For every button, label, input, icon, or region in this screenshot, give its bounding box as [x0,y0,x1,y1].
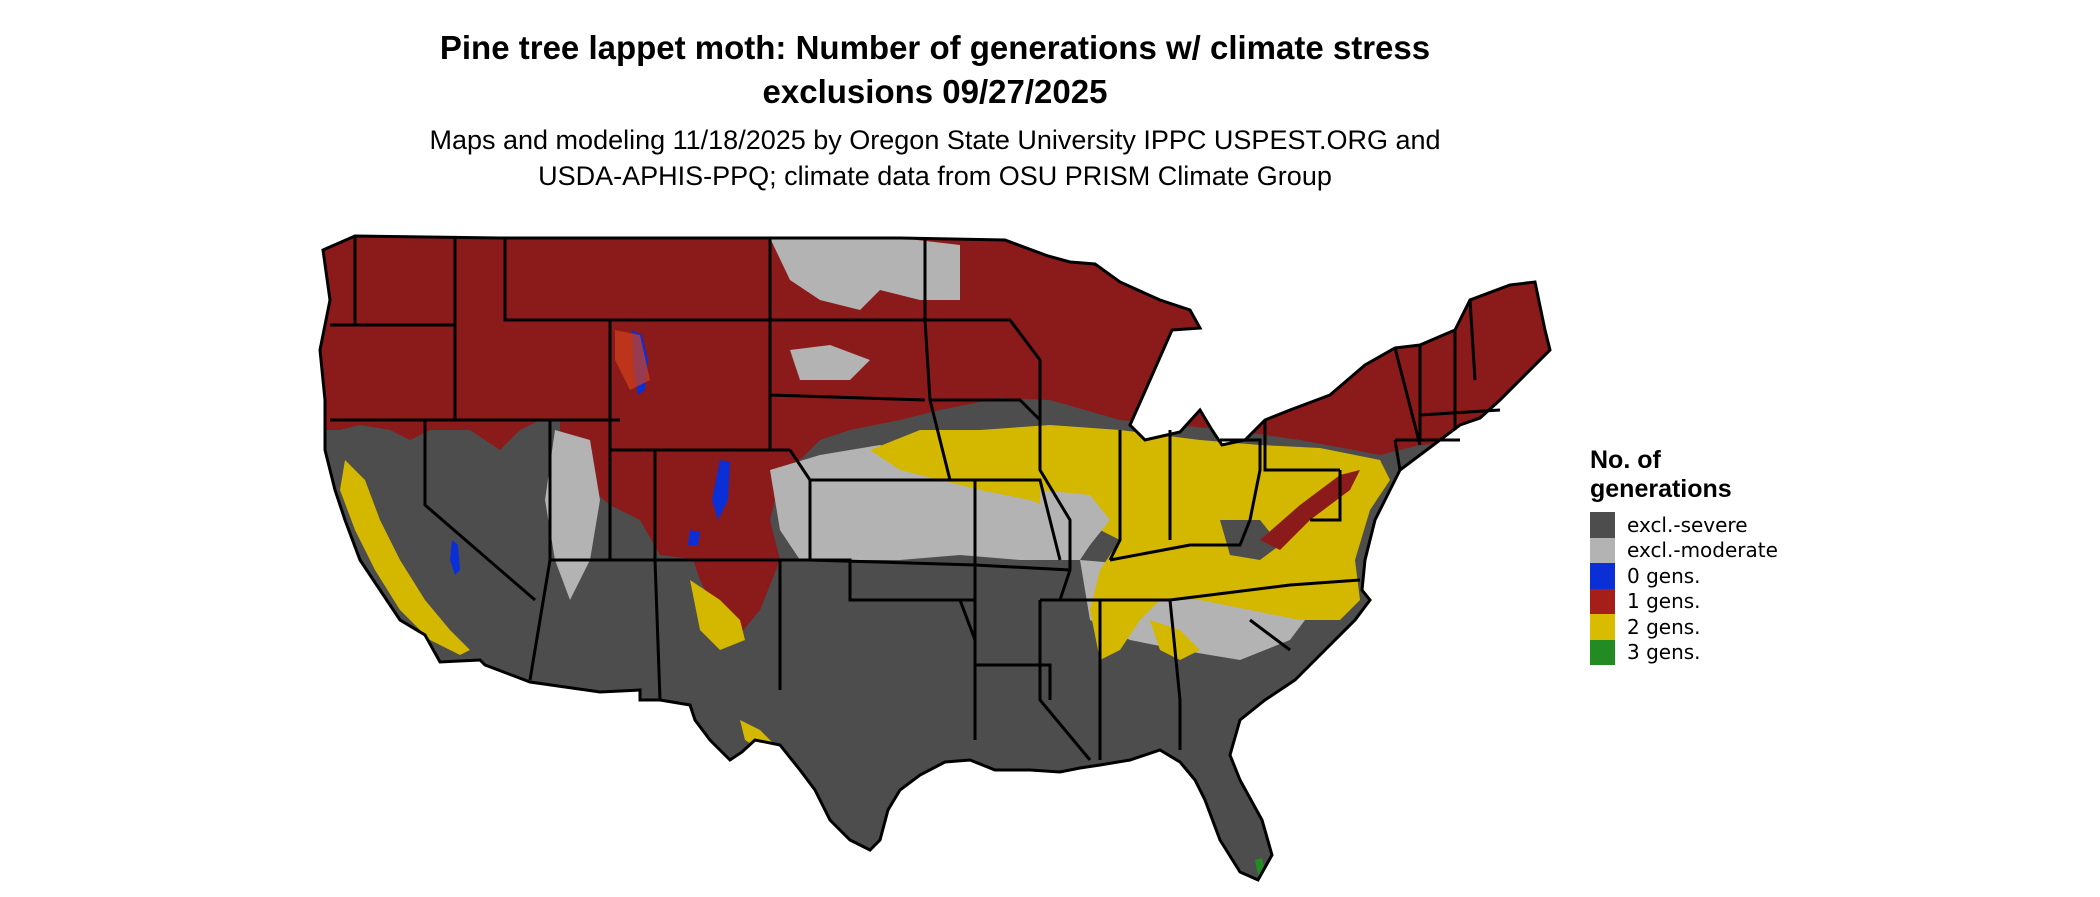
legend-label-excl-severe: excl.-severe [1627,512,1748,537]
legend-title-line2: generations [1590,475,1732,503]
legend-swatch-2-gens [1590,614,1615,640]
map-title-line1: Pine tree lappet moth: Number of generat… [439,29,1431,66]
legend-label-0-gens: 0 gens. [1627,563,1701,588]
legend-item-1-gens: 1 gens. [1590,588,1778,614]
state-borders [318,234,1552,882]
legend-item-excl-severe: excl.-severe [1590,512,1778,538]
legend-label-1-gens: 1 gens. [1627,589,1701,614]
region-excl-moderate-dakotas [790,345,870,380]
region-excl-moderate-plains [770,238,960,310]
legend-label-excl-moderate: excl.-moderate [1627,538,1778,563]
legend-item-0-gens: 0 gens. [1590,563,1778,589]
legend-item-excl-moderate: excl.-moderate [1590,537,1778,563]
region-excl-moderate-great-basin [545,430,600,600]
map-title-line2: exclusions 09/27/2025 [762,73,1108,110]
region-1-gens-appalachian-ridge [1260,470,1360,550]
map-title: Pine tree lappet moth: Number of generat… [330,26,1540,114]
legend-swatch-3-gens [1590,639,1615,665]
region-2-gens-east [870,425,1390,660]
legend-swatch-1-gens [1590,588,1615,614]
legend-label-3-gens: 3 gens. [1627,640,1701,665]
legend-swatch-excl-moderate [1590,537,1615,563]
region-excl-moderate-ozarks [1040,490,1110,545]
region-2-gens-southwest [690,580,745,650]
region-0-gens-rockies-3 [688,530,700,545]
region-1-gens-high-speckle [615,330,650,390]
map-subtitle-line1: Maps and modeling 11/18/2025 by Oregon S… [429,125,1441,155]
legend-title: No. of generations [1590,446,1778,504]
legend-title-line1: No. of [1590,446,1661,474]
region-0-gens-rockies-2 [712,460,730,520]
legend: No. of generations excl.-severe excl.-mo… [1590,446,1778,665]
legend-item-3-gens: 3 gens. [1590,639,1778,665]
legend-swatch-0-gens [1590,563,1615,589]
map-subtitle: Maps and modeling 11/18/2025 by Oregon S… [330,122,1540,194]
legend-swatch-excl-severe [1590,512,1615,538]
region-0-gens-sierra [450,540,460,575]
legend-item-2-gens: 2 gens. [1590,614,1778,640]
region-2-gens-california [340,460,470,655]
region-excl-severe-appalachia [1220,520,1280,560]
region-1-gens-southwest [560,420,710,560]
legend-label-2-gens: 2 gens. [1627,614,1701,639]
region-excl-moderate-central [770,445,1100,560]
map-subtitle-line2: USDA-APHIS-PPQ; climate data from OSU PR… [538,161,1332,191]
